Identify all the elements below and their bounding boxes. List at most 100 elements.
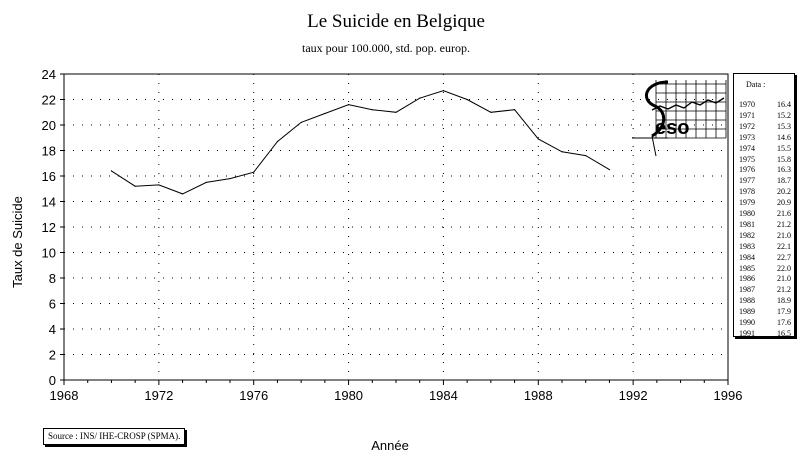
data-table-value: 16.5	[777, 328, 791, 338]
data-point	[561, 151, 563, 153]
data-table-year: 1976	[739, 165, 755, 175]
series-polyline	[111, 90, 610, 195]
data-table-value: 16.3	[777, 165, 791, 175]
data-point	[608, 169, 611, 171]
data-table-value: 22.7	[777, 252, 791, 262]
data-table-year: 1970	[739, 100, 755, 109]
x-tick-label: 1996	[714, 388, 743, 403]
data-point	[134, 185, 136, 187]
grid	[64, 74, 728, 380]
data-table-value: 15.5	[777, 143, 791, 153]
y-tick-label: 2	[49, 348, 56, 363]
data-table-value: 14.6	[777, 132, 791, 142]
x-axis-label: Année	[371, 438, 409, 453]
x-tick-label: 1992	[619, 388, 648, 403]
y-tick-label: 20	[42, 118, 56, 133]
y-tick-label: 0	[49, 373, 56, 388]
chart-title: Le Suicide en Belgique	[307, 11, 485, 32]
data-point	[537, 138, 539, 140]
data-table-value: 21.6	[777, 209, 791, 218]
y-tick-label: 22	[42, 93, 56, 108]
data-table-year: 1988	[739, 296, 755, 306]
data-point	[513, 109, 516, 111]
data-table-value: 22.1	[777, 241, 791, 251]
x-tick-label: 1968	[50, 388, 79, 403]
data-point	[419, 97, 421, 99]
data-table-value: 21.0	[777, 274, 791, 284]
data-table-year: 1978	[739, 187, 755, 197]
data-table-year: 1981	[739, 219, 755, 229]
data-table-value: 17.6	[777, 318, 791, 327]
data-point	[205, 181, 207, 183]
data-table-value: 15.2	[777, 110, 791, 120]
y-tick-label: 8	[49, 271, 56, 286]
data-table-year: 1984	[739, 252, 755, 262]
data-table-value: 18.9	[777, 296, 791, 306]
data-table: Data : 1970 16.4 1971 15.2 1972 15.3 1973 14.6 1…	[733, 73, 795, 338]
data-table-value: 17.9	[777, 307, 791, 317]
y-tick-label: 18	[42, 144, 56, 159]
x-tick-label: 1972	[144, 388, 173, 403]
y-tick-label: 6	[49, 297, 56, 312]
y-tick-label: 10	[42, 246, 56, 261]
x-tick-label: 1976	[239, 388, 268, 403]
data-table-value: 18.7	[777, 176, 791, 186]
data-table-value: 21.2	[777, 219, 791, 229]
chart-subtitle: taux pour 100.000, std. pop. europ.	[302, 41, 470, 55]
data-table-value: 20.9	[777, 198, 791, 208]
data-table-value: 21.2	[777, 285, 791, 295]
data-point	[466, 98, 468, 101]
data-table-year: 1983	[739, 241, 755, 251]
data-point	[276, 140, 279, 143]
x-tick-label: 1980	[334, 388, 363, 403]
data-point	[110, 170, 113, 172]
data-point	[253, 171, 255, 173]
source-note: Source : INS/ IHE-CROSP (SPMA).	[43, 428, 186, 445]
y-axis-label: Taux de Suicide	[10, 196, 25, 288]
data-table-year: 1990	[739, 318, 755, 327]
data-table-year: 1989	[739, 307, 755, 317]
data-table-year: 1972	[739, 121, 755, 131]
x-axis: 1968 1972 1976 1980 1984 1988 1992 1996	[50, 380, 743, 403]
data-point	[324, 112, 326, 115]
data-table-year: 1982	[739, 230, 755, 240]
data-table-value: 20.2	[777, 187, 791, 197]
data-point	[585, 155, 587, 157]
data-point	[371, 109, 373, 111]
data-point	[229, 177, 231, 180]
y-tick-label: 4	[49, 322, 56, 337]
data-table-value: 15.3	[777, 121, 791, 131]
data-point	[158, 184, 160, 186]
data-point	[181, 193, 184, 195]
data-table-year: 1971	[739, 110, 755, 120]
x-tick-label: 1988	[524, 388, 553, 403]
data-table-title: Data :	[746, 80, 766, 89]
data-table-value: 15.8	[777, 154, 791, 164]
data-point	[347, 104, 350, 106]
data-table-value: 21.0	[777, 230, 791, 240]
data-table-year: 1974	[739, 143, 755, 153]
y-tick-label: 24	[42, 67, 56, 82]
data-point	[490, 111, 492, 113]
y-tick-label: 16	[42, 169, 56, 184]
data-table-year: 1975	[739, 154, 755, 164]
data-table-year: 1979	[739, 198, 755, 208]
y-tick-label: 12	[42, 220, 56, 235]
data-table-year: 1977	[739, 176, 755, 186]
data-table-year: 1980	[739, 209, 755, 218]
data-table-year: 1991	[739, 328, 755, 338]
data-table-year: 1985	[739, 263, 755, 273]
svg-text:eso: eso	[655, 117, 689, 139]
data-table-value: 16.4	[777, 100, 791, 109]
data-table-year: 1987	[739, 285, 755, 295]
data-table-year: 1973	[739, 132, 755, 142]
x-tick-label: 1984	[429, 388, 458, 403]
data-table-year: 1986	[739, 274, 755, 284]
data-point	[300, 121, 302, 124]
data-table-value: 22.0	[777, 263, 791, 273]
series-line	[110, 89, 611, 195]
data-point	[442, 89, 445, 92]
seso-logo-icon: eso	[632, 80, 727, 157]
